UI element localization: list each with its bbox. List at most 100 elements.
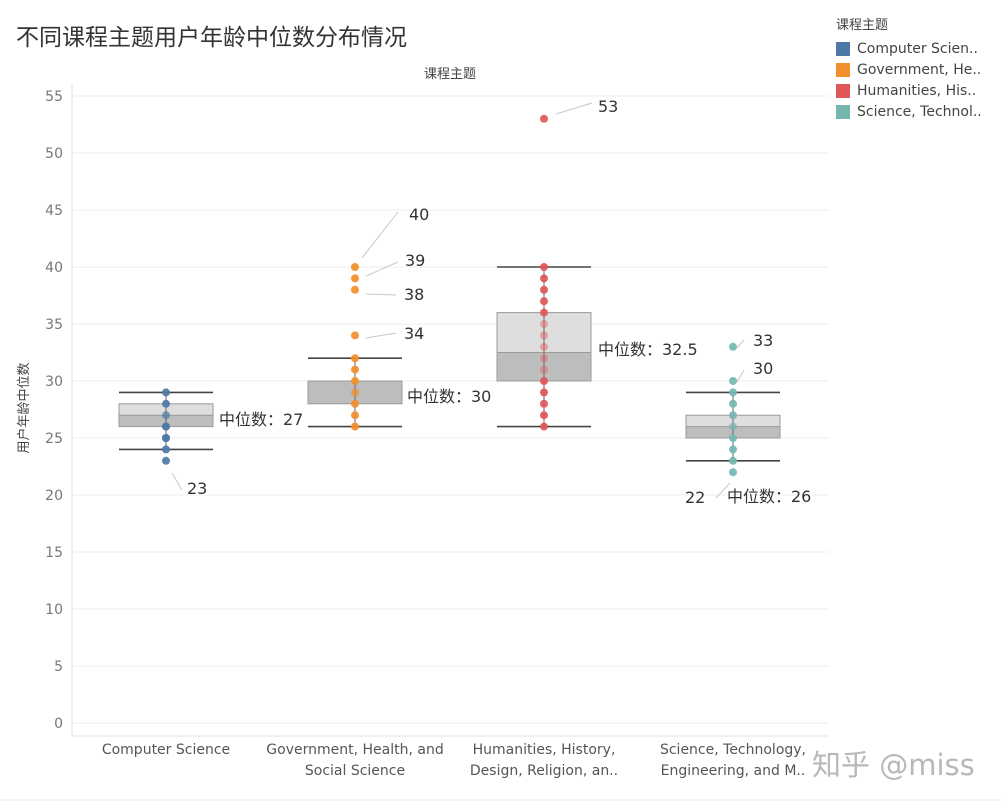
y-tick-label: 30 xyxy=(45,374,63,390)
legend: 课程主题 Computer Scien.. Government, He.. H… xyxy=(836,14,982,122)
legend-label: Computer Scien.. xyxy=(857,40,978,57)
y-tick-label: 45 xyxy=(45,203,63,219)
outlier-label: 38 xyxy=(404,285,424,304)
data-point xyxy=(162,411,170,420)
data-point xyxy=(729,468,737,477)
leader-line xyxy=(555,102,593,115)
outlier-label: 33 xyxy=(753,331,773,350)
x-category-label: Design, Religion, an.. xyxy=(470,763,618,779)
outlier-label: 23 xyxy=(187,479,207,498)
data-point xyxy=(540,399,548,408)
leader-line xyxy=(365,332,397,339)
leader-line xyxy=(361,211,399,259)
data-point xyxy=(351,274,359,283)
legend-item-science[interactable]: Science, Technol.. xyxy=(836,101,982,122)
legend-swatch xyxy=(836,83,850,98)
leader-line xyxy=(365,293,397,296)
data-point xyxy=(729,411,737,420)
data-point xyxy=(351,422,359,431)
x-category-label: Government, Health, and xyxy=(266,742,443,758)
box-group-0: 23 中位数：27 Computer Science xyxy=(102,388,303,758)
data-point xyxy=(162,456,170,465)
x-category-label: Computer Science xyxy=(102,742,230,758)
legend-item-government[interactable]: Government, He.. xyxy=(836,59,982,80)
data-point xyxy=(729,422,737,431)
y-tick-label: 35 xyxy=(45,317,63,333)
data-point xyxy=(351,388,359,397)
y-tick-label: 5 xyxy=(54,659,63,675)
outlier-label: 40 xyxy=(409,205,429,224)
legend-label: Science, Technol.. xyxy=(857,103,982,120)
outlier-label: 39 xyxy=(405,251,425,270)
leader-line xyxy=(365,261,399,277)
data-point xyxy=(351,354,359,363)
x-category-label: Engineering, and M.. xyxy=(661,763,806,779)
data-point xyxy=(729,388,737,397)
y-tick-label: 25 xyxy=(45,431,63,447)
y-tick-label: 20 xyxy=(45,488,63,504)
x-category-label: Humanities, History, xyxy=(473,742,616,758)
legend-item-humanities[interactable]: Humanities, His.. xyxy=(836,80,982,101)
data-point xyxy=(540,274,548,283)
y-tick-label: 0 xyxy=(54,716,63,732)
data-point xyxy=(540,114,548,123)
median-label: 中位数：32.5 xyxy=(598,340,698,359)
outlier-label: 30 xyxy=(753,359,773,378)
data-point xyxy=(162,399,170,408)
leader-line xyxy=(736,369,745,383)
watermark: 知乎 @miss xyxy=(812,748,975,782)
legend-swatch xyxy=(836,104,850,119)
y-tick-label: 10 xyxy=(45,602,63,618)
data-point xyxy=(351,411,359,420)
x-category-label: Science, Technology, xyxy=(660,742,806,758)
legend-swatch xyxy=(836,41,850,56)
data-point xyxy=(540,331,548,340)
box-group-2: 53 中位数：32.5 Humanities, History, Design, Re… xyxy=(470,97,698,779)
data-point xyxy=(540,422,548,431)
data-point xyxy=(540,354,548,363)
y-tick-label: 15 xyxy=(45,545,63,561)
data-point xyxy=(540,365,548,374)
data-point xyxy=(729,399,737,408)
data-point xyxy=(540,297,548,306)
outlier-label: 22 xyxy=(685,488,705,507)
y-tick-label: 50 xyxy=(45,146,63,162)
median-label: 中位数：30 xyxy=(407,387,491,406)
column-header: 课程主题 xyxy=(424,67,476,82)
data-point xyxy=(162,411,170,420)
data-point xyxy=(729,445,737,454)
data-point xyxy=(540,285,548,294)
leader-line xyxy=(171,472,183,491)
data-point xyxy=(351,388,359,397)
data-point xyxy=(162,445,170,454)
legend-title: 课程主题 xyxy=(836,18,889,33)
data-point xyxy=(351,377,359,385)
legend-item-computer-science[interactable]: Computer Scien.. xyxy=(836,38,982,59)
data-point xyxy=(162,388,170,397)
leader-line xyxy=(715,482,731,499)
median-label: 中位数：26 xyxy=(727,487,811,506)
data-point xyxy=(540,308,548,317)
data-point xyxy=(729,377,737,385)
data-point xyxy=(351,399,359,408)
data-point xyxy=(729,342,737,351)
chart-title: 不同课程主题用户年龄中位数分布情况 xyxy=(16,25,407,51)
legend-swatch xyxy=(836,62,850,77)
data-point xyxy=(729,456,737,465)
data-point xyxy=(540,342,548,351)
data-point xyxy=(351,331,359,340)
data-point xyxy=(351,285,359,294)
leader-line xyxy=(736,339,745,349)
y-axis-title: 用户年龄中位数 xyxy=(16,362,32,453)
box-group-1: 40 39 38 34 中位数：30 Government, Health, and Soc… xyxy=(266,205,491,779)
data-point xyxy=(540,263,548,271)
plot-area: 0 5 10 15 20 25 30 35 40 45 50 55 23 中位数：27 Computer S… xyxy=(0,84,1002,801)
data-point xyxy=(162,434,170,442)
data-point xyxy=(540,411,548,420)
y-tick-label: 40 xyxy=(45,260,63,276)
y-tick-label: 55 xyxy=(45,89,63,105)
data-point xyxy=(162,422,170,431)
data-point xyxy=(729,434,737,442)
data-point xyxy=(540,377,548,385)
